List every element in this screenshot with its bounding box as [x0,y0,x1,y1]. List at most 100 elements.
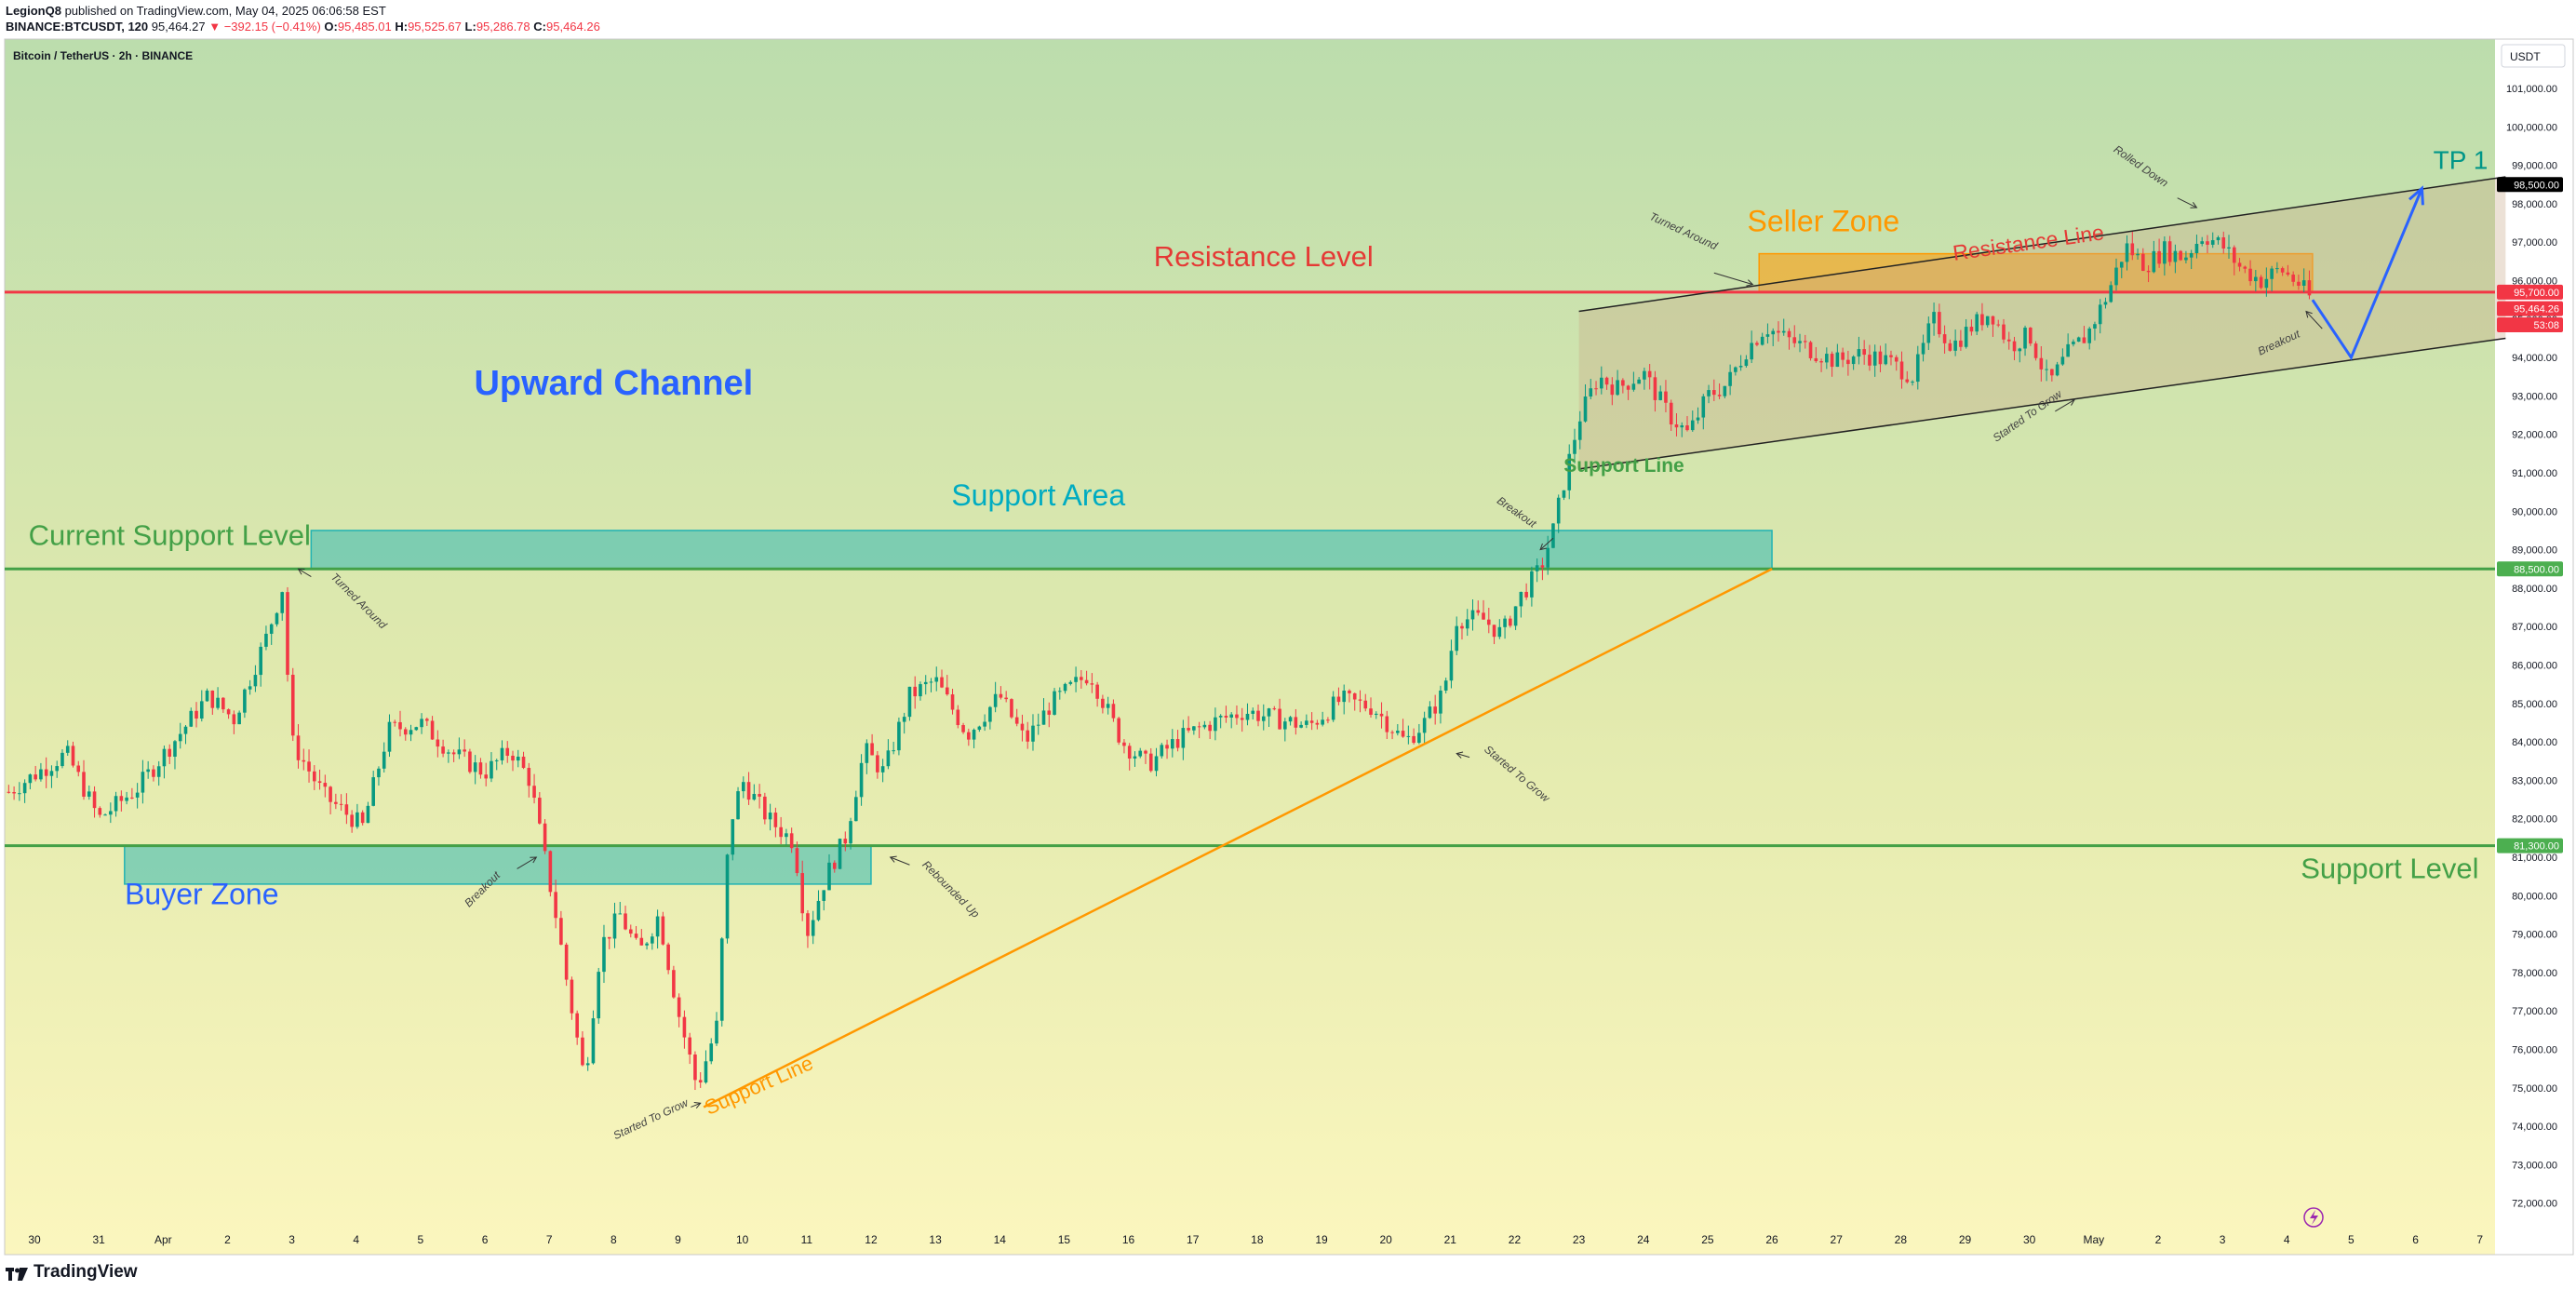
candle [18,782,21,801]
candle [12,786,16,800]
annotation-buyer-zone[interactable]: Buyer Zone [125,877,278,910]
candle [109,802,113,824]
x-tick-label: 13 [929,1233,942,1246]
annotation-arrow [297,568,312,577]
x-tick-label: 31 [92,1233,105,1246]
candle [532,773,536,804]
candle [313,765,316,790]
author-name[interactable]: LegionQ8 [6,4,61,18]
annotation-tp-1[interactable]: TP 1 [2434,146,2489,175]
candle [2200,236,2205,247]
price-chart[interactable]: Resistance Level Upward Channel Support Ar… [0,37,2576,1256]
candle [1835,343,1840,368]
candle [1101,694,1105,714]
x-tick-label: 29 [1959,1233,1972,1246]
annotation-resistance-level[interactable]: Resistance Level [1154,240,1374,273]
candle [1443,678,1448,694]
x-tick-label: 14 [994,1233,1007,1246]
candle [1996,319,2001,328]
candle [2270,265,2274,292]
channel-lower-line[interactable] [1578,337,2506,470]
candle [1503,615,1507,639]
lightning-icon[interactable] [2303,1207,2324,1228]
candle [505,741,510,763]
candle [1841,347,1845,368]
tradingview-logo[interactable]: TradingView [6,1262,138,1283]
currency-label[interactable]: USDT [2510,50,2541,63]
candle [1358,690,1362,713]
y-tick-label: 81,000.00 [2512,853,2557,864]
candle [1643,367,1646,390]
candle [1020,714,1025,742]
candle [1899,351,1904,389]
candle [2012,336,2017,361]
candle [564,942,569,987]
x-tick-label: 18 [1251,1233,1264,1246]
currency-button[interactable]: USDT [2501,44,2566,68]
last-price: 95,464.27 [151,20,206,34]
candle [226,708,231,719]
candle [597,967,601,1024]
annotation-seller-zone[interactable]: Seller Zone [1748,205,1900,238]
plot-background [5,39,2495,1255]
x-tick-label: May [2083,1233,2104,1246]
candle [2179,249,2182,262]
candle [1621,378,1625,394]
candle [1272,705,1277,711]
rising-support-line[interactable] [703,568,1773,1109]
candle [655,909,660,949]
candle [2125,235,2129,271]
y-tick-label: 90,000.00 [2512,506,2557,517]
annotation-support-level[interactable]: Support Level [2301,852,2478,884]
annotation-current-support-level[interactable]: Current Support Level [29,519,311,552]
price-axis-tag [2497,301,2563,316]
y-tick-label: 100,000.00 [2506,122,2557,133]
annotation-upward-channel[interactable]: Upward Channel [474,364,753,403]
candle [999,686,1003,700]
candle [624,906,627,931]
candle [2082,326,2086,343]
y-tick-label: 72,000.00 [2512,1199,2557,1210]
candle [1846,350,1850,376]
candle [1803,334,1807,349]
candle [2152,240,2156,274]
candle [1133,751,1137,767]
candle [275,611,279,627]
channel-upper-line[interactable] [1578,176,2506,313]
y-tick-label: 77,000.00 [2512,1006,2557,1017]
candle [221,697,225,713]
projection-path[interactable] [2311,187,2423,361]
candle [2066,333,2070,357]
candle [387,714,392,758]
candle [988,705,992,730]
candle [1080,669,1083,689]
candle [1938,303,1941,338]
open-label: O: [324,20,338,34]
candle [468,748,472,774]
candle [457,737,462,759]
candle [162,746,167,779]
zone-seller-zone[interactable] [1758,252,2314,293]
candle [902,712,906,734]
candle [1985,316,1990,328]
candle [1513,606,1518,630]
candle [1331,691,1335,722]
candle [269,623,274,645]
candle [494,759,499,771]
candle [854,790,858,822]
x-tick-label: 6 [2412,1233,2419,1246]
candle [1696,407,1700,424]
candle [865,739,869,774]
annotation-support-area[interactable]: Support Area [951,478,1125,512]
zone-buyer-zone[interactable] [124,844,872,885]
chart-frame [4,38,2574,1256]
candle [983,714,986,732]
candle [55,760,60,778]
candle [2280,266,2285,276]
candle [1798,333,1802,353]
candle [1385,710,1389,739]
annotation-arrow [889,855,910,866]
candle [827,853,831,891]
annotation-support-line[interactable]: Support Line [1563,455,1684,477]
candle [956,705,960,729]
